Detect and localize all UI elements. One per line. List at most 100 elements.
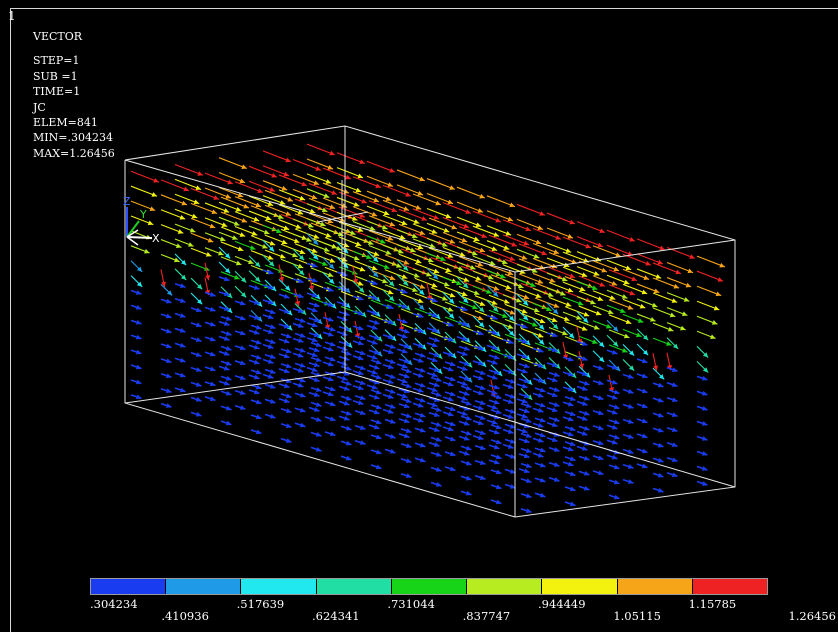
vector-arrow-head [477,345,484,351]
vector-arrow-head [284,285,291,291]
vector-arrow-head [613,434,620,440]
vector-arrow-head [671,397,678,402]
vector-arrow-head [144,248,150,254]
vector-arrow-head [689,254,695,259]
vector-arrow-head [463,361,470,366]
vector-arrow-head [373,409,380,415]
vector-arrow-head [493,232,500,237]
vector-arrow-head [269,384,276,389]
vector-arrow-head [569,411,576,417]
vector-arrow-head [445,267,452,273]
vector-arrow-head [239,178,246,184]
vector-arrow-head [329,431,336,437]
vector-arrow-head [710,334,716,340]
vector-arrow-head [567,431,574,437]
vector-arrow-head [211,209,218,215]
vector-arrow-head [418,289,425,295]
vector-arrow-head [526,394,533,400]
vector-arrow-head [355,187,362,193]
vector-arrow-head [433,367,440,373]
vector-arrow-head [315,166,321,171]
vector-arrow-head [449,292,456,298]
vector-arrow-head [620,308,626,314]
vector-arrow-head [405,368,412,374]
vector-arrow-head [165,373,172,379]
vector-arrow-head [373,334,380,340]
vector-arrow-head [562,330,568,336]
vector-arrow-head [477,435,484,441]
vector-arrow-head [227,179,233,185]
vector-arrow-head [671,427,678,433]
vector-arrow-head [479,460,486,465]
vector-arrow-head [375,434,382,440]
vector-arrow-head [540,363,547,370]
vector-arrow-head [593,271,600,276]
vector-arrow-head [623,279,630,285]
vector-arrow-head [387,379,394,384]
vector-arrow-head [367,240,374,245]
vector-arrow-head [462,297,469,304]
vector-arrow-head [385,196,392,202]
vector-arrow-head [719,262,725,268]
vector-arrow-head [237,246,244,252]
vector-arrow-head [309,208,316,214]
vector-arrow-head [599,282,606,287]
vector-arrow-head [627,374,634,379]
vector-arrow-head [285,211,292,216]
vector-arrow-head [701,390,708,396]
vector-arrow-head [403,373,410,379]
vector-arrow-head [403,343,410,349]
vector-arrow-head [316,318,323,324]
vector-arrow-head [537,407,544,413]
vector-arrow-head [669,312,676,318]
vector-arrow-head [481,233,487,238]
vector-arrow-head [461,321,468,327]
vector-arrow-head [479,370,486,375]
vector-arrow-head [375,464,382,470]
vector-arrow-head [420,344,427,350]
vector-arrow-head [431,282,438,288]
vector-arrow-head [311,307,318,313]
vector-arrow-head [254,276,261,282]
vector-arrow-head [417,313,424,318]
vector-arrow-head [466,362,473,368]
vector-arrow-head [195,352,202,357]
vector-arrow-head [297,308,304,313]
vector-arrow-head [419,457,426,463]
vector-arrow [174,163,204,176]
vector-arrow-head [383,210,390,216]
vector-arrow-head [479,430,486,435]
vector-arrow-head [657,412,664,418]
vector-arrow-head [313,362,320,368]
info-step: STEP=1 [33,54,80,68]
vector-arrow-head [389,275,396,281]
vector-arrow-head [179,214,186,220]
plot-info-panel: VECTOR STEP=1 SUB =1 TIME=1 JC ELEM=841 … [33,29,115,161]
vector-arrow-head [404,305,411,311]
vector-arrow-head [479,247,486,253]
vector-arrow-head [387,319,394,325]
vector-arrow-head [283,353,290,359]
vector-arrow-head [508,315,515,321]
vector-arrow-head [448,313,455,319]
vector-arrow-head [269,413,276,419]
vector-arrow-head [417,298,424,304]
vector-arrow-head [434,328,441,335]
vector-arrow-head [345,455,352,461]
vector-arrow-head [509,256,516,261]
box-edge-top-front [124,159,516,273]
vector-arrow-head [387,304,394,310]
vector-arrow-head [431,372,438,378]
vector-arrow-head [525,493,532,499]
vector-arrow-head [625,319,632,324]
vector-arrow-head [195,396,202,402]
vector-arrow-head [136,266,143,272]
vector-arrow-head [463,277,470,282]
vector-arrow-head [359,266,366,272]
vector-arrow-head [495,439,502,445]
vector-arrow-head [570,372,577,378]
vector-arrow-head [267,373,274,379]
vector-arrow-head [521,353,528,359]
vector-arrow-head [495,424,502,430]
vector-arrow-head [403,328,410,334]
